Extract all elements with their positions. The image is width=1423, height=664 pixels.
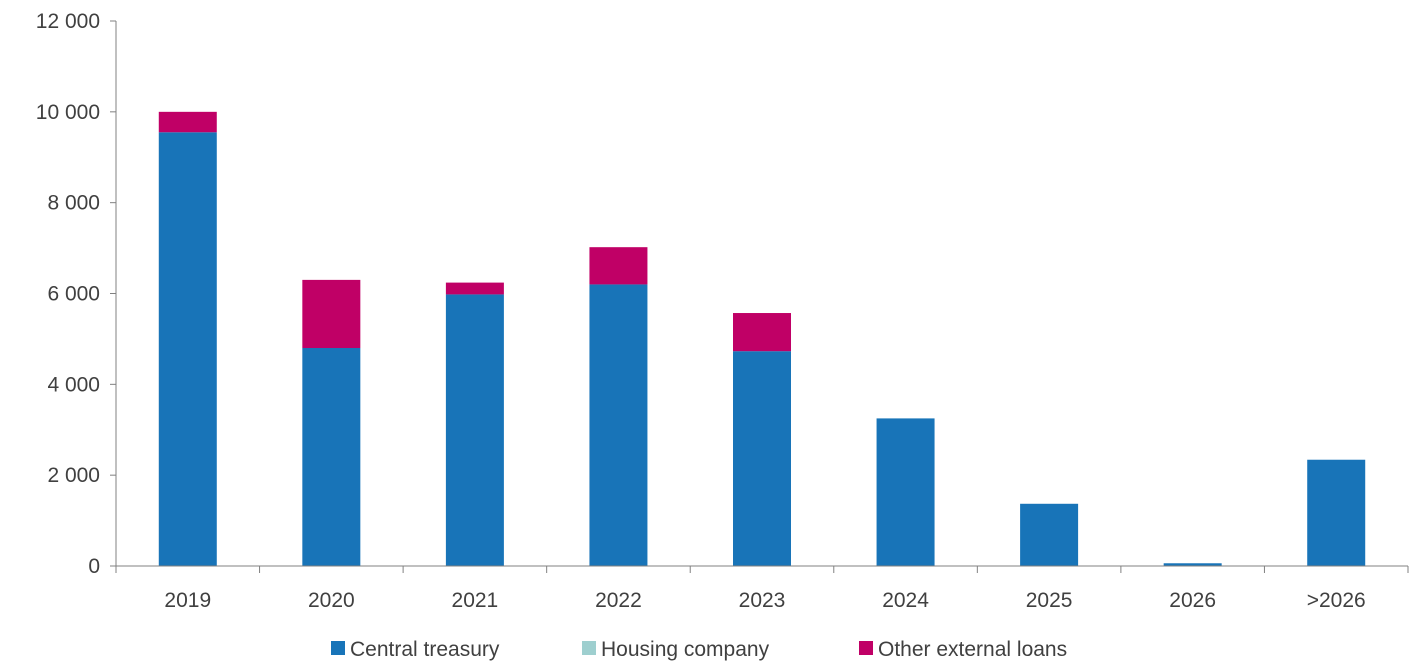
x-tick-label: 2024 (882, 589, 929, 612)
legend-item-central-treasury: Central treasury (331, 638, 500, 661)
y-tick-label: 2 000 (47, 464, 100, 487)
bar-central-treasury-2020 (302, 348, 361, 566)
x-tick-label: 2023 (739, 589, 786, 612)
y-tick-label: 10 000 (36, 101, 100, 124)
x-tick-label: 2021 (452, 589, 499, 612)
x-tick-label: 2026 (1169, 589, 1216, 612)
legend-item-other-external-loans: Other external loans (859, 638, 1067, 661)
legend: Central treasury Housing company Other ext… (331, 638, 1067, 661)
y-tick-label: 12 000 (36, 10, 100, 33)
bar-central-treasury-2026 (1163, 563, 1222, 566)
y-axis: 0 2 000 4 000 6 000 8 000 10 000 12 000 (36, 10, 117, 578)
legend-swatch-other-external-loans (859, 641, 873, 655)
x-tick-label: >2026 (1307, 589, 1366, 612)
legend-label-housing-company: Housing company (601, 638, 770, 661)
legend-item-housing-company: Housing company (582, 638, 770, 661)
plot-area (158, 111, 1366, 566)
y-tick-label: 8 000 (47, 192, 100, 215)
bar-other-external-loans-2023 (733, 313, 791, 352)
x-tick-label: 2020 (308, 589, 355, 612)
bar-other-external-loans-2022 (589, 247, 648, 285)
legend-swatch-housing-company (582, 641, 596, 655)
bar-central-treasury-2019 (158, 132, 217, 566)
y-tick-label: 6 000 (47, 283, 100, 306)
legend-swatch-central-treasury (331, 641, 345, 655)
bar-other-external-loans-2020 (302, 279, 361, 349)
legend-label-other-external-loans: Other external loans (878, 638, 1067, 661)
bar-other-external-loans-2021 (445, 282, 504, 295)
bar-central-treasury-2021 (445, 294, 504, 566)
x-tick-label: 2019 (164, 589, 211, 612)
bar-central-treasury-2023 (733, 351, 791, 566)
bar-other-external-loans-2019 (158, 111, 217, 133)
bar-central-treasury-2025 (1020, 503, 1079, 566)
x-tick-label: 2025 (1026, 589, 1073, 612)
bar-central-treasury-2026 (1307, 459, 1366, 566)
y-tick-label: 4 000 (47, 373, 100, 396)
bar-central-treasury-2022 (589, 284, 648, 566)
x-axis: 2019 2020 2021 2022 2023 2024 2025 2026 >2026 (115, 565, 1409, 612)
legend-label-central-treasury: Central treasury (350, 638, 500, 661)
x-tick-label: 2022 (595, 589, 642, 612)
y-tick-label: 0 (88, 555, 100, 578)
bar-central-treasury-2024 (876, 418, 935, 566)
